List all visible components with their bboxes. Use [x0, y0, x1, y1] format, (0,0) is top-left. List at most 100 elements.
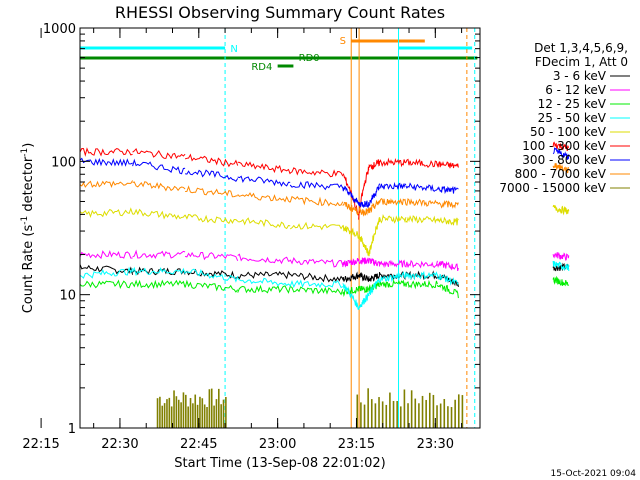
series-7000-15000-kev-spike: [447, 406, 449, 428]
series-7000-15000-kev-spike: [432, 394, 435, 428]
series-7000-15000-kev-spike: [381, 401, 384, 428]
series-7000-15000-kev-spike: [166, 399, 168, 428]
legend-header-line1: Det 1,3,4,5,6,9,: [534, 41, 628, 55]
series-7000-15000-kev-spike: [225, 396, 227, 428]
series-7000-15000-kev-spike: [396, 400, 398, 428]
series-7000-15000-kev-spike: [201, 398, 204, 428]
x-tick-label: 22:15: [22, 437, 59, 452]
footer-date: 15-Oct-2021 09:04: [551, 469, 637, 479]
series-7000-15000-kev-spike: [159, 396, 161, 428]
series-7000-15000-kev-spike: [436, 405, 438, 428]
legend-label-300-800-kev: 300 - 800 keV: [522, 153, 606, 167]
flag-label-rd0: RD0: [299, 53, 320, 64]
series-7000-15000-kev-spike: [213, 405, 215, 428]
x-tick-label: 23:15: [338, 437, 375, 452]
series-7000-15000-kev-spike: [418, 403, 420, 428]
flag-label-rd4: RD4: [251, 62, 272, 73]
series-7000-15000-kev-spike: [185, 394, 187, 428]
plot-frame: [79, 27, 481, 429]
series-7000-15000-kev-spike: [439, 403, 442, 428]
series-line-3-6-kev: [79, 262, 570, 287]
legend-label-50-100-kev: 50 - 100 keV: [530, 125, 607, 139]
legend-label-7000-15000-kev: 7000 - 15000 keV: [499, 181, 606, 195]
series-line-100-300-kev: [79, 141, 570, 220]
series-line-300-800-kev: [79, 147, 570, 209]
series-7000-15000-kev-spike: [389, 392, 391, 428]
series-7000-15000-kev-spike: [450, 407, 453, 428]
series-7000-15000-kev-spike: [161, 405, 164, 428]
series-7000-15000-kev-spike: [206, 406, 208, 428]
legend-label-3-6-kev: 3 - 6 keV: [553, 69, 607, 83]
series-7000-15000-kev-spike: [168, 397, 171, 428]
series-7000-15000-kev-spike: [392, 400, 395, 428]
series-7000-15000-kev-spike: [378, 397, 380, 428]
flag-label-n: N: [230, 44, 237, 55]
series-7000-15000-kev-spike: [414, 398, 417, 428]
series-7000-15000-kev-spike: [385, 404, 388, 428]
x-tick-label: 22:45: [180, 437, 217, 452]
series-7000-15000-kev-spike: [370, 399, 373, 428]
series-7000-15000-kev-spike: [210, 388, 213, 428]
series-7000-15000-kev-spike: [220, 404, 222, 428]
series-7000-15000-kev-spike: [208, 389, 211, 428]
series-7000-15000-kev-spike: [180, 402, 182, 428]
series-7000-15000-kev-spike: [454, 399, 456, 428]
series-7000-15000-kev-spike: [360, 402, 362, 428]
x-tick-label: 23:30: [417, 437, 454, 452]
legend-label-25-50-kev: 25 - 50 keV: [538, 111, 607, 125]
y-tick-label: 100: [51, 155, 76, 170]
y-axis-label-end: ): [21, 143, 36, 148]
series-line-12-25-kev: [79, 275, 570, 299]
series-7000-15000-kev-spike: [374, 403, 377, 428]
y-axis-label-main: Count Rate (s: [21, 225, 36, 314]
plot-area: N S RD0 RD4 1 10 100 1000 22:15 22:30 22:45 23:00 23…: [22, 22, 570, 452]
series-7000-15000-kev-spike: [163, 403, 166, 428]
series-line-25-50-kev: [79, 260, 570, 310]
y-tick-label: 1: [68, 422, 76, 437]
series-7000-15000-kev-spike: [173, 390, 175, 428]
series-7000-15000-kev-spike: [461, 395, 464, 428]
series-7000-15000-kev-spike: [177, 399, 180, 428]
series-7000-15000-kev-spike: [443, 398, 446, 428]
series-7000-15000-kev-spike: [403, 389, 406, 428]
series-7000-15000-kev-spike: [425, 399, 427, 428]
y-axis-label-sup1: -1: [20, 216, 30, 225]
legend-label-800-7000-kev: 800 - 7000 keV: [515, 167, 607, 181]
series-7000-15000-kev-spike: [170, 406, 173, 428]
series-7000-15000-kev-spike: [194, 394, 197, 428]
series-7000-15000-kev-spike: [156, 398, 159, 428]
chart-title: RHESSI Observing Summary Count Rates: [115, 3, 445, 22]
y-axis-label-sup2: -1: [20, 148, 30, 157]
series-7000-15000-kev-spike: [215, 399, 218, 428]
series-7000-15000-kev-spike: [222, 399, 225, 428]
series-7000-15000-kev-spike: [175, 396, 178, 428]
flag-label-s: S: [340, 36, 346, 47]
series-line-800-7000-kev: [79, 163, 569, 217]
series-7000-15000-kev-spike: [428, 392, 431, 428]
series-7000-15000-kev-spike: [196, 404, 199, 428]
y-axis-label-mid: detector: [21, 156, 36, 216]
series-7000-15000-kev-spike: [192, 403, 194, 428]
x-tick-label: 23:00: [259, 437, 296, 452]
series-7000-15000-kev-spike: [407, 403, 409, 428]
series-line-50-100-kev: [79, 204, 570, 257]
series-7000-15000-kev-spike: [187, 406, 189, 428]
series-7000-15000-kev-spike: [203, 404, 206, 428]
series-7000-15000-kev-spike: [421, 395, 424, 428]
legend-label-6-12-kev: 6 - 12 keV: [545, 83, 607, 97]
series-7000-15000-kev-spike: [189, 398, 192, 428]
y-axis-label: Count Rate (s-1 detector-1): [20, 143, 36, 314]
series-7000-15000-kev-spike: [182, 392, 185, 428]
series-7000-15000-kev-spike: [218, 388, 220, 428]
x-tick-label: 22:30: [101, 437, 138, 452]
x-axis-label: Start Time (13-Sep-08 22:01:02): [174, 456, 385, 471]
series-7000-15000-kev-spike: [199, 396, 201, 428]
legend-label-100-300-kev: 100 - 300 keV: [522, 139, 606, 153]
y-tick-label: 10: [59, 289, 76, 304]
series-7000-15000-kev-spike: [367, 388, 369, 428]
series-7000-15000-kev-spike: [356, 394, 359, 428]
series-7000-15000-kev-spike: [363, 404, 366, 428]
legend-header-line2: FDecim 1, Att 0: [535, 55, 628, 69]
